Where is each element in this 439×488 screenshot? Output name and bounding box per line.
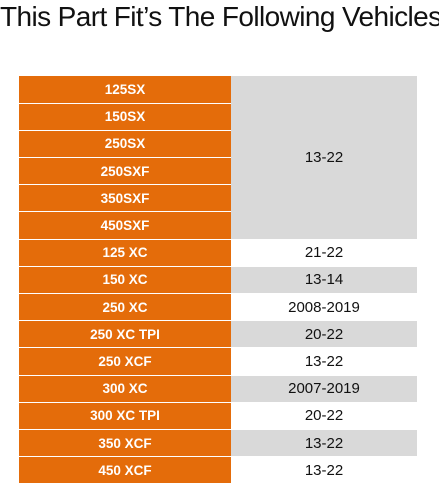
model-cell: 450SXF	[19, 211, 231, 240]
model-cell: 150 XC	[19, 266, 231, 295]
table-row: 125 XC 21-22	[19, 239, 417, 267]
table-row: 250SXF	[19, 157, 417, 186]
table-row: 150SX	[19, 103, 417, 131]
model-cell: 250SX	[19, 130, 231, 159]
years-cell: 13-14	[231, 266, 417, 295]
table-row: 450 XCF 13-22	[19, 456, 417, 485]
model-cell: 125SX	[19, 76, 231, 104]
table-row: 250 XCF 13-22	[19, 347, 417, 376]
vehicle-fitment-table: 125SX 13-22 150SX 250SX 250SXF 350SXF 450SXF 12…	[19, 76, 417, 485]
years-cell: 13-22	[231, 456, 417, 485]
page-title: This Part Fit’s The Following Vehicles	[0, 1, 439, 32]
table-row: 250SX	[19, 130, 417, 159]
years-cell: 2008-2019	[231, 293, 417, 322]
model-cell: 250 XCF	[19, 347, 231, 376]
model-cell: 450 XCF	[19, 456, 231, 485]
table-row: 250 XC 2008-2019	[19, 293, 417, 322]
model-cell: 350 XCF	[19, 429, 231, 458]
years-cell: 13-22	[231, 347, 417, 376]
years-cell: 21-22	[231, 239, 417, 267]
years-cell: 20-22	[231, 320, 417, 349]
model-cell: 300 XC	[19, 375, 231, 403]
table-row: 450SXF	[19, 211, 417, 240]
table-row: 300 XC 2007-2019	[19, 375, 417, 403]
model-cell: 300 XC TPI	[19, 402, 231, 430]
years-cell: 2007-2019	[231, 375, 417, 403]
fitment-table-body: 125SX 13-22 150SX 250SX 250SXF 350SXF 450SXF 12…	[19, 76, 417, 485]
model-cell: 250 XC TPI	[19, 320, 231, 349]
table-row: 350 XCF 13-22	[19, 429, 417, 458]
model-cell: 250 XC	[19, 293, 231, 322]
model-cell: 250SXF	[19, 157, 231, 186]
years-cell: 13-22	[231, 429, 417, 458]
model-cell: 125 XC	[19, 239, 231, 267]
model-cell: 350SXF	[19, 184, 231, 213]
years-cell: 13-22	[231, 76, 417, 240]
table-row: 150 XC 13-14	[19, 266, 417, 295]
table-row: 125SX 13-22	[19, 76, 417, 240]
table-row: 250 XC TPI 20-22	[19, 320, 417, 349]
years-cell: 20-22	[231, 402, 417, 430]
model-cell: 150SX	[19, 103, 231, 131]
table-row: 350SXF	[19, 184, 417, 213]
table-row: 300 XC TPI 20-22	[19, 402, 417, 430]
